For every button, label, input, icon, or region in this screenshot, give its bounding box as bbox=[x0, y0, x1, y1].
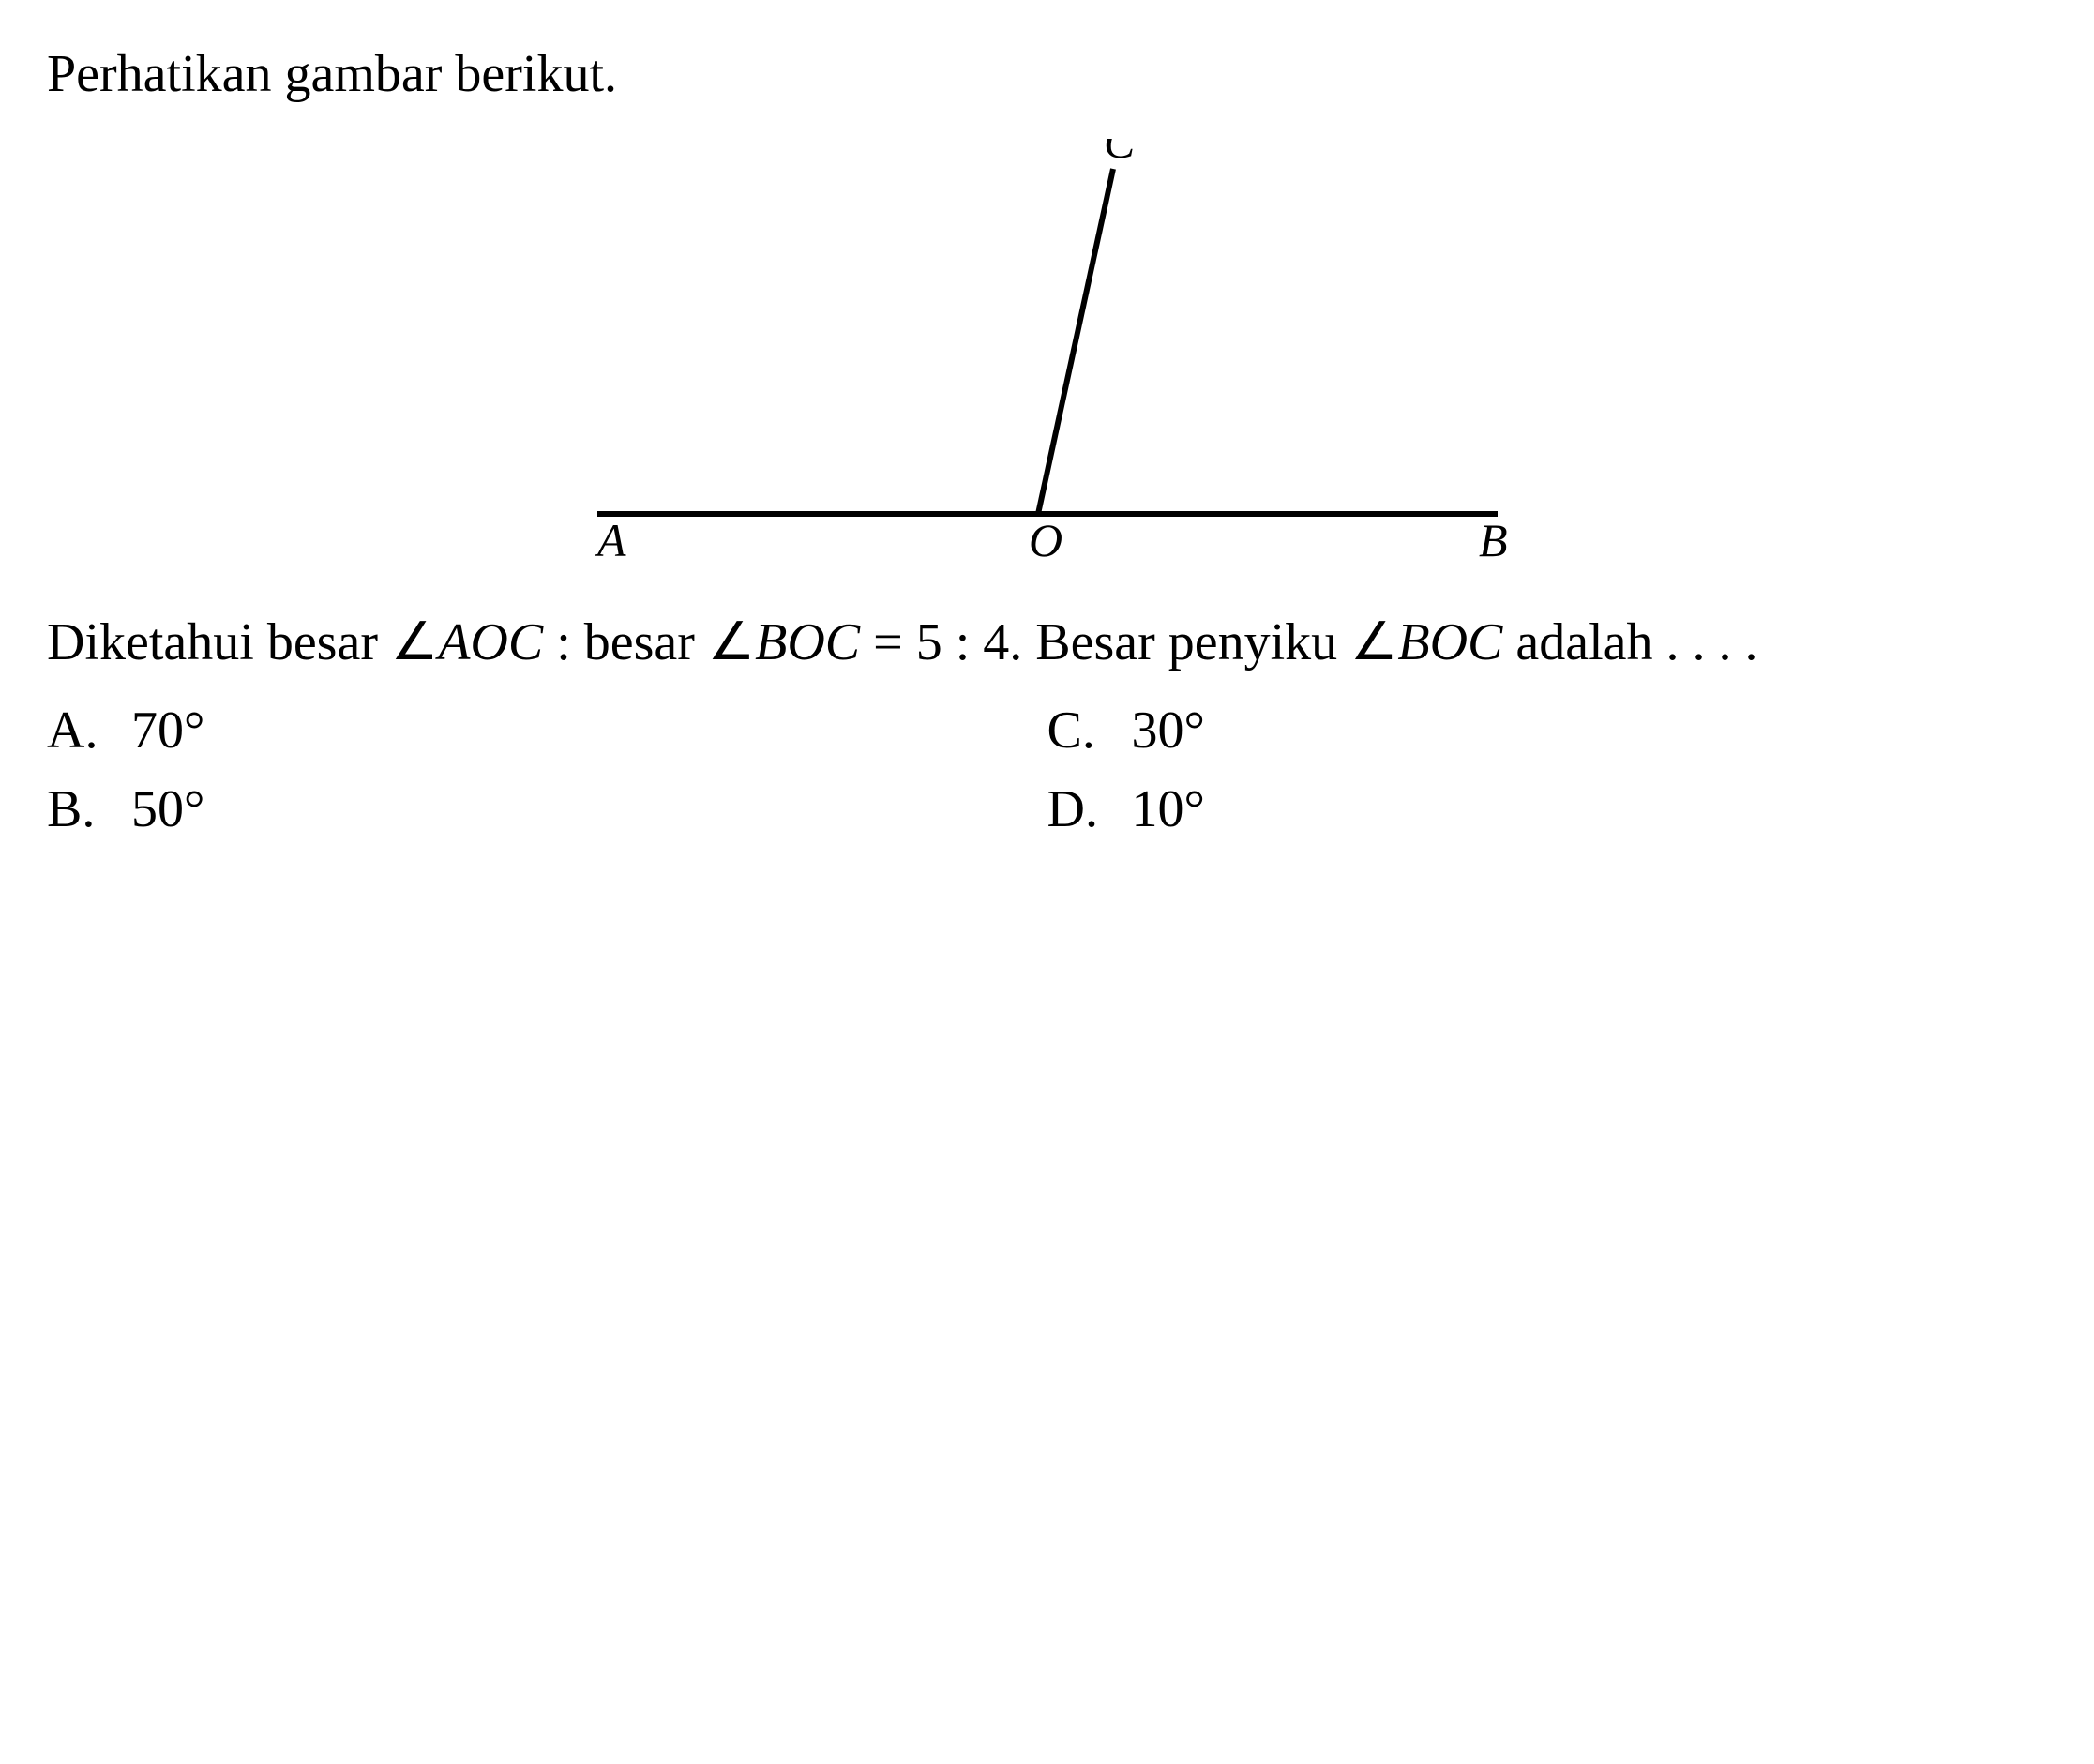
option-c-value: 30° bbox=[1132, 691, 1205, 770]
label-a: A bbox=[595, 514, 626, 566]
option-d-label: D. bbox=[1047, 770, 1132, 849]
option-c-label: C. bbox=[1047, 691, 1132, 770]
angle-label-2: BOC bbox=[755, 613, 860, 671]
option-c[interactable]: C. 30° bbox=[1047, 691, 2048, 770]
angle-diagram: A O B C bbox=[560, 139, 1535, 584]
angle-symbol-3: ∠ bbox=[1350, 613, 1397, 671]
question-prompt: Perhatikan gambar berikut. bbox=[47, 38, 2047, 111]
angle-label-3: BOC bbox=[1397, 613, 1502, 671]
diagram-svg: A O B C bbox=[560, 139, 1535, 580]
body-text-2: : besar bbox=[543, 613, 708, 671]
label-b: B bbox=[1479, 514, 1508, 566]
label-o: O bbox=[1029, 514, 1062, 566]
option-b-label: B. bbox=[47, 770, 131, 849]
options-container: A. 70° B. 50° C. 30° D. 10° bbox=[47, 691, 2047, 849]
option-a-value: 70° bbox=[131, 691, 204, 770]
body-text-1: Diketahui besar bbox=[47, 613, 391, 671]
option-column-right: C. 30° D. 10° bbox=[1047, 691, 2048, 849]
option-a-label: A. bbox=[47, 691, 131, 770]
angle-label-1: AOC bbox=[438, 613, 543, 671]
body-text-4: adalah . . . . bbox=[1502, 613, 1757, 671]
option-b-value: 50° bbox=[131, 770, 204, 849]
question-container: Perhatikan gambar berikut. A O B C Diket… bbox=[47, 38, 2047, 849]
option-a[interactable]: A. 70° bbox=[47, 691, 1047, 770]
body-text-3: = 5 : 4. Besar penyiku bbox=[860, 613, 1350, 671]
option-d-value: 10° bbox=[1132, 770, 1205, 849]
diagram-container: A O B C bbox=[47, 139, 2047, 584]
question-body: Diketahui besar ∠AOC : besar ∠BOC = 5 : … bbox=[47, 603, 2047, 682]
angle-symbol-1: ∠ bbox=[391, 613, 438, 671]
option-d[interactable]: D. 10° bbox=[1047, 770, 2048, 849]
angle-symbol-2: ∠ bbox=[708, 613, 755, 671]
label-c: C bbox=[1104, 139, 1136, 168]
option-column-left: A. 70° B. 50° bbox=[47, 691, 1047, 849]
option-b[interactable]: B. 50° bbox=[47, 770, 1047, 849]
line-oc bbox=[1038, 169, 1113, 514]
